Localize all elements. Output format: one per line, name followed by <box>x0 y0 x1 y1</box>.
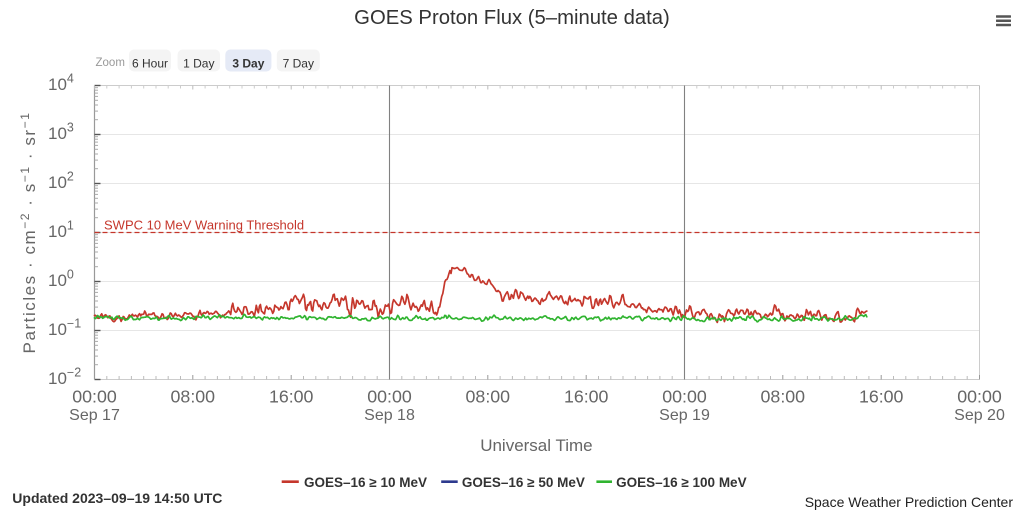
svg-text:16:00: 16:00 <box>564 387 609 407</box>
svg-text:Sep 19: Sep 19 <box>659 407 710 424</box>
svg-text:Space Weather Prediction Cente: Space Weather Prediction Center <box>805 494 1014 510</box>
svg-text:1 Day: 1 Day <box>183 57 214 71</box>
svg-text:Particles · cm−2 · s−1 · sr−1: Particles · cm−2 · s−1 · sr−1 <box>18 112 39 354</box>
svg-text:00:00: 00:00 <box>367 387 412 407</box>
svg-text:GOES Proton Flux (5–minute dat: GOES Proton Flux (5–minute data) <box>354 7 670 29</box>
svg-text:08:00: 08:00 <box>171 387 216 407</box>
svg-text:00:00: 00:00 <box>662 387 707 407</box>
svg-text:6 Hour: 6 Hour <box>132 57 168 71</box>
svg-text:GOES–16 ≥ 50 MeV: GOES–16 ≥ 50 MeV <box>462 475 585 490</box>
svg-text:08:00: 08:00 <box>466 387 511 407</box>
svg-text:Updated 2023–09–19 14:50 UTC: Updated 2023–09–19 14:50 UTC <box>12 490 222 506</box>
svg-text:SWPC 10 MeV Warning Threshold: SWPC 10 MeV Warning Threshold <box>104 218 304 233</box>
svg-text:GOES–16 ≥ 100 MeV: GOES–16 ≥ 100 MeV <box>616 475 746 490</box>
svg-text:Sep 20: Sep 20 <box>954 407 1005 424</box>
svg-text:00:00: 00:00 <box>72 387 117 407</box>
svg-text:7 Day: 7 Day <box>283 57 314 71</box>
svg-text:Universal Time: Universal Time <box>480 436 592 455</box>
svg-text:16:00: 16:00 <box>269 387 314 407</box>
svg-text:3 Day: 3 Day <box>232 57 264 71</box>
svg-text:Zoom: Zoom <box>96 57 125 69</box>
svg-text:Sep 18: Sep 18 <box>364 407 415 424</box>
svg-text:GOES–16 ≥ 10 MeV: GOES–16 ≥ 10 MeV <box>304 475 427 490</box>
svg-text:16:00: 16:00 <box>859 387 904 407</box>
svg-text:00:00: 00:00 <box>957 387 1002 407</box>
svg-text:Sep 17: Sep 17 <box>69 407 120 424</box>
svg-text:08:00: 08:00 <box>761 387 806 407</box>
